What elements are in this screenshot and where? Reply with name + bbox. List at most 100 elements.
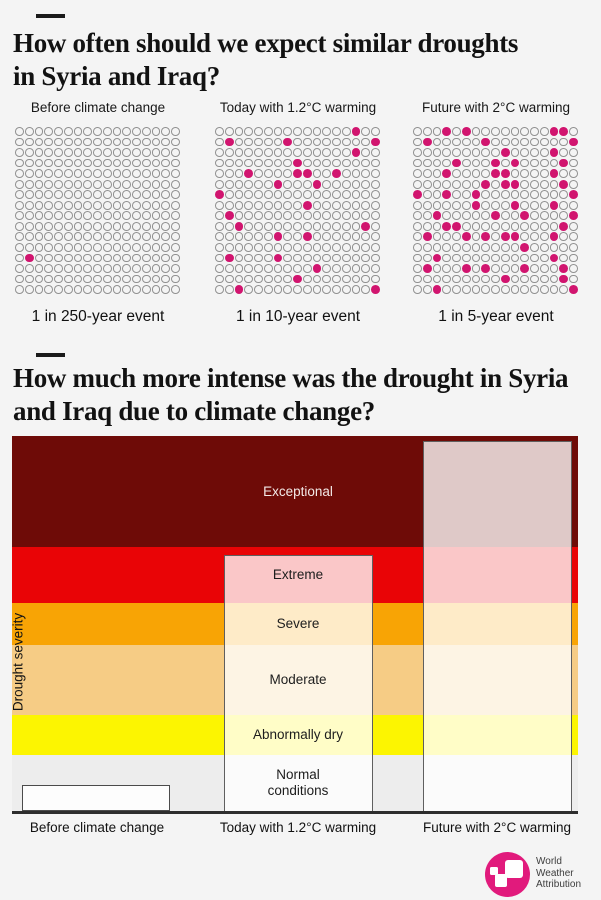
- event-dot-empty: [302, 253, 312, 263]
- event-dot-empty: [102, 274, 112, 284]
- event-dot-empty: [24, 179, 34, 189]
- event-dot-empty: [432, 243, 442, 252]
- event-dot-empty: [302, 211, 312, 221]
- event-dot-empty: [361, 190, 371, 200]
- event-dot-empty: [530, 253, 539, 263]
- event-dot-empty: [273, 211, 283, 221]
- event-dot-empty: [461, 274, 471, 284]
- event-dot-empty: [413, 158, 422, 168]
- event-dot-empty: [471, 179, 481, 189]
- event-dot-empty: [559, 285, 569, 294]
- event-dot-filled: [442, 127, 452, 136]
- event-dot-empty: [54, 232, 63, 242]
- event-dot-empty: [293, 232, 302, 242]
- event-dot-empty: [141, 158, 151, 168]
- event-dot-empty: [244, 200, 254, 210]
- event-dot-empty: [351, 200, 361, 210]
- event-dot-filled: [273, 232, 283, 242]
- event-dot-empty: [102, 137, 112, 147]
- event-dot-empty: [432, 264, 442, 273]
- event-dot-empty: [413, 137, 422, 147]
- event-dot-empty: [361, 169, 371, 178]
- band-label-severe: Severe: [276, 616, 320, 631]
- event-dot-empty: [254, 232, 263, 242]
- event-dot-empty: [351, 211, 361, 221]
- event-dot-empty: [361, 127, 371, 136]
- band-label-wrap: Severe: [218, 616, 378, 632]
- event-dot-empty: [273, 190, 283, 200]
- event-dot-filled: [244, 169, 254, 178]
- y-axis-label: Drought severity: [10, 612, 26, 712]
- event-dot-empty: [151, 274, 161, 284]
- event-dot-empty: [520, 285, 530, 294]
- event-dot-empty: [452, 253, 461, 263]
- event-dot-empty: [34, 285, 44, 294]
- event-dot-empty: [539, 137, 549, 147]
- event-dot-empty: [520, 221, 530, 231]
- event-dot-empty: [44, 137, 54, 147]
- event-dot-empty: [151, 243, 161, 252]
- event-dot-empty: [351, 137, 361, 147]
- event-dot-empty: [132, 232, 141, 242]
- event-dot-empty: [500, 221, 510, 231]
- event-dot-empty: [132, 221, 141, 231]
- event-dot-empty: [132, 285, 141, 294]
- event-dot-filled: [500, 179, 510, 189]
- event-dot-filled: [500, 148, 510, 157]
- event-dot-empty: [510, 137, 520, 147]
- event-dot-empty: [371, 158, 380, 168]
- event-dot-empty: [471, 285, 481, 294]
- event-dot-empty: [312, 169, 322, 178]
- event-dot-empty: [312, 190, 322, 200]
- event-dot-empty: [215, 264, 224, 273]
- event-dot-empty: [283, 148, 293, 157]
- event-dot-empty: [283, 211, 293, 221]
- event-dot-empty: [452, 211, 461, 221]
- event-dot-empty: [102, 200, 112, 210]
- event-dot-empty: [254, 274, 263, 284]
- event-dot-empty: [224, 190, 234, 200]
- event-dot-empty: [273, 264, 283, 273]
- event-dot-empty: [122, 169, 132, 178]
- event-dot-empty: [15, 253, 24, 263]
- event-dot-empty: [442, 274, 452, 284]
- event-dot-empty: [141, 285, 151, 294]
- event-dot-empty: [215, 148, 224, 157]
- event-dot-empty: [452, 137, 461, 147]
- event-dot-empty: [112, 253, 122, 263]
- event-dot-empty: [112, 264, 122, 273]
- event-dot-empty: [283, 169, 293, 178]
- dot-matrix-today: [215, 127, 381, 296]
- event-dot-empty: [161, 232, 171, 242]
- logo-pixel-small: [489, 867, 498, 875]
- event-dot-empty: [244, 274, 254, 284]
- event-dot-empty: [161, 127, 171, 136]
- event-dot-empty: [73, 169, 83, 178]
- event-dot-filled: [452, 158, 461, 168]
- matrix-header-future: Future with 2°C warming: [422, 100, 570, 115]
- event-dot-empty: [351, 274, 361, 284]
- event-dot-empty: [481, 274, 491, 284]
- event-dot-empty: [254, 169, 263, 178]
- event-dot-empty: [302, 221, 312, 231]
- event-dot-filled: [351, 127, 361, 136]
- event-dot-empty: [371, 211, 380, 221]
- event-dot-empty: [413, 200, 422, 210]
- event-dot-empty: [361, 274, 371, 284]
- event-dot-empty: [341, 232, 351, 242]
- event-dot-empty: [510, 253, 520, 263]
- event-dot-empty: [83, 127, 93, 136]
- event-dot-empty: [224, 274, 234, 284]
- event-dot-empty: [151, 169, 161, 178]
- event-dot-empty: [102, 211, 112, 221]
- event-dot-empty: [293, 200, 302, 210]
- event-dot-empty: [234, 169, 244, 178]
- event-dot-empty: [569, 243, 578, 252]
- event-dot-empty: [530, 264, 539, 273]
- event-dot-empty: [34, 148, 44, 157]
- event-dot-empty: [442, 179, 452, 189]
- event-dot-empty: [549, 285, 559, 294]
- event-dot-empty: [132, 211, 141, 221]
- event-dot-empty: [491, 232, 500, 242]
- event-dot-empty: [332, 243, 341, 252]
